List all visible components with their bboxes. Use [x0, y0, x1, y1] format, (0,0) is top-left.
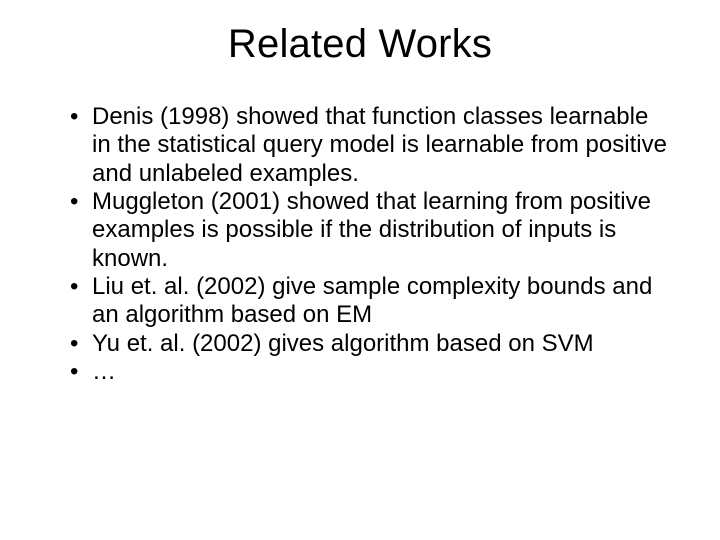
list-item: … — [70, 358, 670, 386]
bullet-list: Denis (1998) showed that function classe… — [40, 103, 680, 386]
slide: Related Works Denis (1998) showed that f… — [0, 0, 720, 540]
slide-title: Related Works — [40, 22, 680, 67]
list-item: Liu et. al. (2002) give sample complexit… — [70, 273, 670, 330]
list-item: Denis (1998) showed that function classe… — [70, 103, 670, 188]
list-item: Yu et. al. (2002) gives algorithm based … — [70, 330, 670, 358]
list-item: Muggleton (2001) showed that learning fr… — [70, 188, 670, 273]
